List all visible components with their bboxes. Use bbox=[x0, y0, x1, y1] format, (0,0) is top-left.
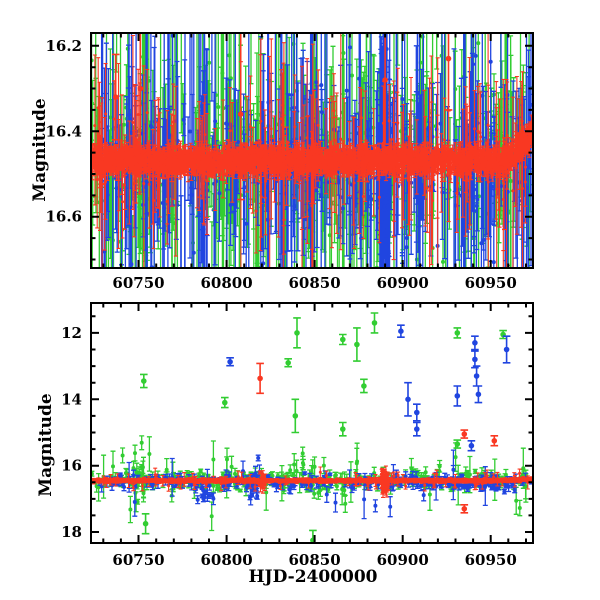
bottom-panel-ylabel: Magnitude bbox=[36, 393, 56, 497]
bottom-panel-blue-outlier-errorbars bbox=[226, 324, 511, 452]
top-panel-blue-points bbox=[99, 33, 533, 268]
bottom-panel-red-points bbox=[91, 470, 533, 492]
top-panel-tick-marks bbox=[91, 33, 533, 268]
top-panel-x-tick-label: 60950 bbox=[465, 274, 517, 292]
bottom-panel-green-outliers bbox=[141, 320, 506, 543]
top-panel-y-tick-label: 16.2 bbox=[45, 37, 82, 55]
top-panel-y-tick-label: 16.6 bbox=[45, 208, 82, 226]
top-panel-x-tick-label: 60750 bbox=[112, 274, 164, 292]
bottom-panel-tick-marks bbox=[91, 303, 533, 543]
bottom-panel-y-tick-label: 18 bbox=[61, 523, 82, 541]
bottom-panel-x-tick-label: 60800 bbox=[201, 551, 253, 569]
top-panel-axes bbox=[90, 32, 534, 269]
top-panel-x-tick-label: 60800 bbox=[201, 274, 253, 292]
bottom-panel-x-tick-label: 60750 bbox=[112, 551, 164, 569]
top-panel-tick-labels: 60750 60800 60850 60900 60950 16.2 16.4 16.6 bbox=[45, 37, 516, 292]
bottom-panel-green-outlier-errorbars bbox=[140, 312, 507, 543]
bottom-panel-x-tick-label: 60900 bbox=[377, 551, 429, 569]
bottom-panel-x-tick-label: 60950 bbox=[465, 551, 517, 569]
top-panel-y-tick-label: 16.4 bbox=[45, 122, 82, 140]
top-panel-x-tick-label: 60850 bbox=[289, 274, 341, 292]
top-panel-blue-errorbars bbox=[99, 33, 533, 268]
bottom-panel-y-tick-label: 16 bbox=[61, 457, 82, 475]
top-panel-x-tick-label: 60900 bbox=[377, 274, 429, 292]
top-panel-ylabel: Magnitude bbox=[30, 98, 50, 202]
x-axis-label: HJD-2400000 bbox=[248, 567, 378, 587]
top-panel-red-points bbox=[91, 106, 533, 213]
bottom-panel-data bbox=[91, 312, 533, 543]
bottom-panel-axes bbox=[90, 302, 534, 544]
bottom-panel-tick-labels: 60750 60800 60850 60900 60950 12 14 16 18 bbox=[61, 324, 517, 569]
top-panel-data bbox=[91, 33, 533, 268]
bottom-panel-x-tick-label: 60850 bbox=[289, 551, 341, 569]
bottom-panel-y-tick-label: 12 bbox=[61, 324, 82, 342]
bottom-panel-y-tick-label: 14 bbox=[61, 390, 82, 408]
